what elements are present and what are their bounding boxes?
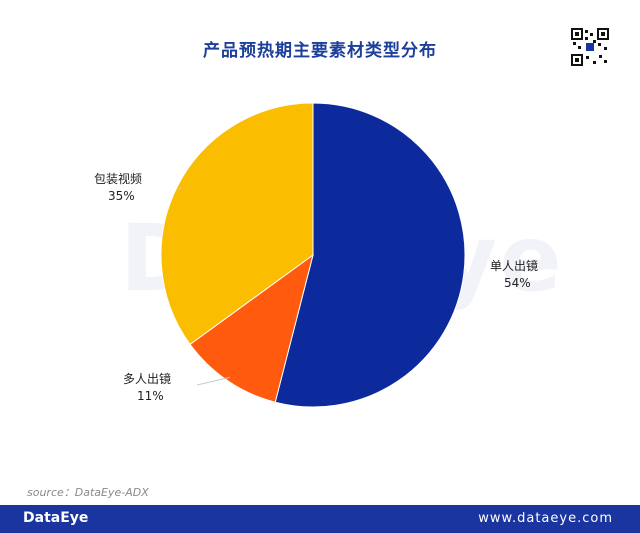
slice-label-pct: 11% — [137, 389, 164, 403]
footer-url[interactable]: www.dataeye.com — [478, 511, 613, 526]
slice-label-single: 单人出镜 54% — [490, 258, 538, 292]
source-note: source：DataEye-ADX — [27, 486, 149, 499]
pie-slice-packaging — [160, 102, 314, 346]
pie-slice-multi — [189, 253, 314, 403]
footer-bar: DataEye www.dataeye.com — [0, 505, 640, 533]
leader-line — [196, 376, 230, 386]
slice-label-text: 单人出镜 — [490, 259, 539, 273]
slice-label-packaging: 包装视频 35% — [94, 171, 142, 205]
chart-title: 产品预热期主要素材类型分布 — [203, 41, 437, 61]
slice-label-pct: 35% — [108, 189, 135, 203]
pie-slice-single — [274, 102, 466, 408]
slice-label-text: 多人出镜 — [123, 372, 172, 386]
leader-line — [177, 187, 182, 191]
slice-label-multi: 多人出镜 11% — [123, 371, 171, 405]
slice-label-text: 包装视频 — [94, 172, 143, 186]
footer-brand: DataEye — [23, 510, 89, 526]
slice-label-pct: 54% — [504, 276, 531, 290]
qr-code-icon — [571, 28, 609, 66]
